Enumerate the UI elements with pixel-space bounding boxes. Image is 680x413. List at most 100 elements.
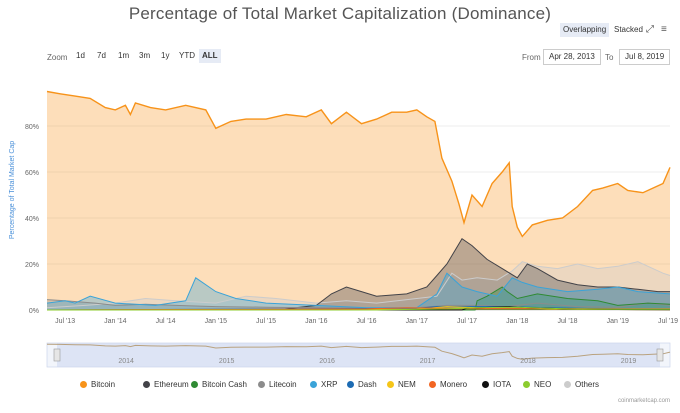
x-tick-label: Jan '19 — [607, 318, 629, 325]
area-others — [47, 261, 670, 310]
x-tick-label: Jul '19 — [658, 318, 678, 325]
navigator-range[interactable] — [57, 343, 660, 367]
zoom-3m-button[interactable]: 3m — [139, 51, 151, 60]
navigator-left-handle[interactable] — [53, 348, 61, 362]
legend-label: Litecoin — [269, 380, 297, 389]
navigator: 2014 2015 2016 2017 2018 2019 — [46, 342, 671, 368]
legend-label: IOTA — [493, 380, 512, 389]
x-axis-ticks: Jul '13 Jan '14 Jul '14 Jan '15 Jul '15 Jan '… — [55, 318, 678, 325]
legend-label: NEO — [534, 380, 552, 389]
legend-item-monero[interactable]: Monero — [429, 380, 467, 389]
navigator-year-label: 2019 — [621, 358, 637, 365]
legend-label: Dash — [358, 380, 377, 389]
legend-item-nem[interactable]: NEM — [387, 380, 416, 389]
menu-icon[interactable]: ≡ — [661, 24, 667, 35]
x-tick-label: Jan '17 — [406, 318, 428, 325]
x-tick-label: Jan '16 — [305, 318, 327, 325]
navigator-year-label: 2015 — [219, 358, 235, 365]
legend-item-litecoin[interactable]: Litecoin — [258, 380, 297, 389]
legend-label: Others — [575, 380, 600, 389]
y-tick-label: 20% — [25, 262, 39, 269]
zoom-label: Zoom — [47, 53, 68, 62]
legend-dot-icon — [429, 381, 436, 388]
line-iota — [47, 306, 671, 311]
line-monero — [46, 307, 670, 311]
x-tick-label: Jan '15 — [205, 318, 227, 325]
legend-item-dash[interactable]: Dash — [347, 380, 377, 389]
line-nem — [46, 306, 671, 311]
x-tick-label: Jul '17 — [457, 318, 477, 325]
legend-item-bitcoin[interactable]: Bitcoin — [80, 380, 115, 389]
y-tick-label: 60% — [25, 170, 39, 177]
y-tick-label: 40% — [25, 216, 39, 223]
legend-dot-icon — [310, 381, 317, 388]
legend: Bitcoin Ethereum Bitcoin Cash Litecoin XRP Da… — [0, 380, 680, 394]
area-dash — [47, 306, 670, 310]
x-tick-label: Jul '14 — [156, 318, 176, 325]
x-tick-label: Jul '16 — [357, 318, 377, 325]
navigator-year-label: 2018 — [520, 358, 536, 365]
legend-dot-icon — [387, 381, 394, 388]
credit-text: coinmarketcap.com — [617, 398, 670, 404]
series-lines — [46, 90, 671, 311]
stacked-mode-button[interactable]: Stacked — [614, 25, 643, 34]
area-neo — [47, 307, 670, 310]
legend-label: Bitcoin — [91, 380, 116, 389]
from-date-input[interactable]: Apr 28, 2013 — [543, 49, 601, 65]
line-bitcoin-cash — [47, 286, 671, 311]
legend-item-others[interactable]: Others — [564, 380, 599, 389]
legend-dot-icon — [258, 381, 265, 388]
area-nem — [47, 306, 670, 310]
to-date-input[interactable]: Jul 8, 2019 — [619, 49, 671, 65]
navigator-right-handle[interactable] — [656, 348, 664, 362]
navigator-background — [46, 342, 671, 368]
line-ethereum — [47, 237, 670, 311]
area-litecoin — [47, 299, 670, 310]
x-tick-label: Jul '15 — [256, 318, 276, 325]
to-label: To — [605, 53, 614, 62]
legend-item-bitcoin-cash[interactable]: Bitcoin Cash — [191, 380, 247, 389]
zoom-1y-button[interactable]: 1y — [161, 51, 170, 60]
zoom-ytd-button[interactable]: YTD — [179, 51, 195, 60]
area-iota — [47, 306, 670, 310]
legend-dot-icon — [482, 381, 489, 388]
line-litecoin — [46, 299, 671, 309]
legend-item-neo[interactable]: NEO — [523, 380, 551, 389]
navigator-year-label: 2016 — [319, 358, 335, 365]
navigator-year-label: 2014 — [118, 358, 134, 365]
gridlines — [47, 125, 670, 311]
area-xrp — [47, 273, 670, 310]
legend-label: Bitcoin Cash — [202, 380, 247, 389]
legend-label: Monero — [440, 380, 468, 389]
line-others — [46, 261, 671, 309]
area-ethereum — [47, 238, 670, 310]
area-monero — [47, 307, 670, 310]
y-axis-label: Percentage of Total Market Cap — [9, 141, 16, 239]
overlapping-mode-button[interactable]: Overlapping — [560, 23, 610, 37]
legend-dot-icon — [80, 381, 87, 388]
legend-dot-icon — [347, 381, 354, 388]
line-neo — [47, 306, 670, 311]
zoom-7d-button[interactable]: 7d — [97, 51, 106, 60]
zoom-1m-button[interactable]: 1m — [118, 51, 130, 60]
navigator-year-label: 2017 — [420, 358, 436, 365]
from-label: From — [522, 53, 541, 62]
legend-dot-icon — [191, 381, 198, 388]
legend-dot-icon — [143, 381, 150, 388]
y-tick-label: 0% — [29, 308, 39, 315]
fullscreen-icon[interactable]: ⤢ — [646, 24, 654, 35]
chart-title: Percentage of Total Market Capitalizatio… — [128, 4, 552, 23]
y-axis-ticks: 0% 20% 40% 60% 80% — [25, 124, 39, 315]
legend-item-ethereum[interactable]: Ethereum — [143, 380, 189, 389]
legend-label: XRP — [321, 380, 338, 389]
line-dash — [46, 306, 671, 311]
y-tick-label: 80% — [25, 124, 39, 131]
x-tick-label: Jan '14 — [104, 318, 126, 325]
zoom-all-button[interactable]: ALL — [199, 49, 221, 63]
x-tick-label: Jul '18 — [557, 318, 577, 325]
x-tick-label: Jan '18 — [506, 318, 528, 325]
zoom-1d-button[interactable]: 1d — [76, 51, 85, 60]
legend-label: NEM — [398, 380, 416, 389]
legend-item-xrp[interactable]: XRP — [310, 380, 337, 389]
legend-item-iota[interactable]: IOTA — [482, 380, 511, 389]
